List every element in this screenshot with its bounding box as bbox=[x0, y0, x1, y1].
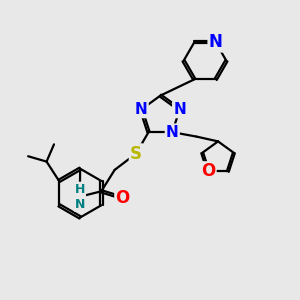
Text: N: N bbox=[209, 33, 223, 51]
Text: S: S bbox=[130, 145, 142, 163]
Text: N: N bbox=[166, 125, 179, 140]
Text: H
N: H N bbox=[75, 183, 85, 211]
Text: O: O bbox=[116, 189, 130, 207]
Text: O: O bbox=[201, 163, 215, 181]
Text: N: N bbox=[173, 102, 186, 117]
Text: N: N bbox=[135, 102, 148, 117]
